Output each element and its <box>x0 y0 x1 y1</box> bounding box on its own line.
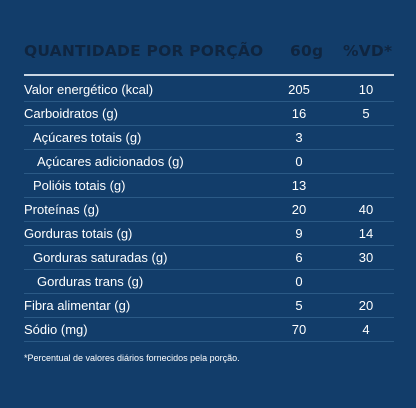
table-row: Sódio (mg) 70 4 <box>24 318 394 342</box>
row-label: Fibra alimentar (g) <box>24 298 131 313</box>
row-divider <box>24 245 394 246</box>
header-title: QUANTIDADE POR PORÇÃO <box>24 42 264 60</box>
table-header: QUANTIDADE POR PORÇÃO 60g %VD* <box>24 42 394 66</box>
row-divider <box>24 317 394 318</box>
table-row: Proteínas (g) 20 40 <box>24 198 394 222</box>
row-label: Sódio (mg) <box>24 322 88 337</box>
row-label: Polióis totais (g) <box>33 178 126 193</box>
row-daily-value: 4 <box>362 322 370 337</box>
table-row: Valor energético (kcal) 205 10 <box>24 78 394 102</box>
table-row: Gorduras saturadas (g) 6 30 <box>24 246 394 270</box>
row-value: 3 <box>295 130 303 145</box>
row-daily-value: 20 <box>358 298 374 313</box>
table-row: Fibra alimentar (g) 5 20 <box>24 294 394 318</box>
row-label: Açúcares totais (g) <box>33 130 142 145</box>
footnote: *Percentual de valores diários fornecido… <box>24 353 240 363</box>
row-daily-value: 14 <box>358 226 374 241</box>
header-daily-value: %VD* <box>343 42 393 60</box>
row-label: Carboidratos (g) <box>24 106 118 121</box>
row-divider <box>24 341 394 342</box>
row-label: Gorduras totais (g) <box>24 226 133 241</box>
row-divider <box>24 293 394 294</box>
row-divider <box>24 197 394 198</box>
header-portion: 60g <box>290 42 324 60</box>
row-value: 5 <box>295 298 303 313</box>
row-label: Gorduras trans (g) <box>37 274 144 289</box>
row-value: 13 <box>291 178 307 193</box>
row-label: Valor energético (kcal) <box>24 82 154 97</box>
table-row: Gorduras trans (g) 0 <box>24 270 394 294</box>
row-daily-value: 40 <box>358 202 374 217</box>
table-row: Gorduras totais (g) 9 14 <box>24 222 394 246</box>
row-divider <box>24 221 394 222</box>
row-label: Proteínas (g) <box>24 202 100 217</box>
row-value: 205 <box>288 82 310 97</box>
row-divider <box>24 125 394 126</box>
row-daily-value: 10 <box>358 82 374 97</box>
row-label: Açúcares adicionados (g) <box>37 154 184 169</box>
table-row: Açúcares totais (g) 3 <box>24 126 394 150</box>
row-label: Gorduras saturadas (g) <box>33 250 168 265</box>
row-divider <box>24 173 394 174</box>
row-value: 70 <box>291 322 307 337</box>
row-divider <box>24 101 394 102</box>
row-divider <box>24 149 394 150</box>
table-row: Açúcares adicionados (g) 0 <box>24 150 394 174</box>
table-row: Polióis totais (g) 13 <box>24 174 394 198</box>
row-daily-value: 30 <box>358 250 374 265</box>
row-value: 16 <box>291 106 307 121</box>
row-daily-value: 5 <box>362 106 370 121</box>
row-value: 0 <box>295 154 303 169</box>
table-row: Carboidratos (g) 16 5 <box>24 102 394 126</box>
header-divider <box>24 74 394 76</box>
row-value: 9 <box>295 226 303 241</box>
row-value: 20 <box>291 202 307 217</box>
row-value: 0 <box>295 274 303 289</box>
row-divider <box>24 269 394 270</box>
row-value: 6 <box>295 250 303 265</box>
